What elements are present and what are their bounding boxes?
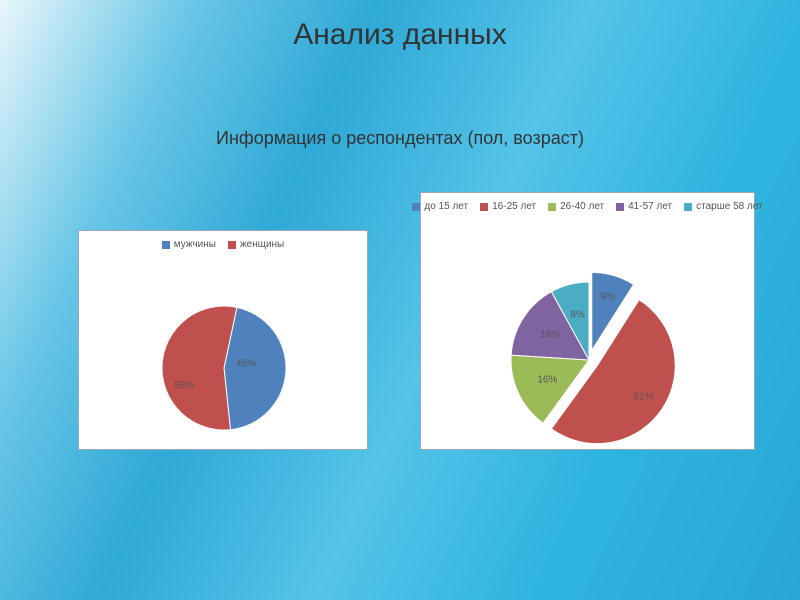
- pie-slice-label: 51%: [634, 392, 654, 403]
- legend-label: женщины: [240, 239, 284, 250]
- legend-swatch: [616, 203, 624, 211]
- pie-slice-label: 16%: [540, 330, 560, 341]
- page-subtitle: Информация о респондентах (пол, возраст): [0, 128, 800, 149]
- legend-item: 16-25 лет: [480, 201, 536, 212]
- pie-slice-label: 9%: [600, 291, 614, 302]
- legend-label: мужчины: [174, 239, 216, 250]
- legend-item: женщины: [228, 239, 284, 250]
- gender-pie: 45% 55%: [79, 250, 367, 444]
- legend-swatch: [548, 203, 556, 211]
- age-pie: 9% 51% 16% 16% 8%: [421, 212, 754, 444]
- slide: Анализ данных Информация о респондентах …: [0, 0, 800, 600]
- legend-label: 41-57 лет: [628, 201, 672, 212]
- legend-swatch: [480, 203, 488, 211]
- legend-item: 26-40 лет: [548, 201, 604, 212]
- gender-chart-legend: мужчины женщины: [79, 231, 367, 250]
- age-pie-svg: [421, 212, 756, 444]
- page-title: Анализ данных: [0, 18, 800, 52]
- legend-swatch: [162, 241, 170, 249]
- legend-label: 16-25 лет: [492, 201, 536, 212]
- pie-slice-label: 45%: [236, 359, 256, 370]
- legend-label: старше 58 лет: [696, 201, 763, 212]
- legend-swatch: [228, 241, 236, 249]
- age-chart-legend: до 15 лет16-25 лет26-40 лет41-57 летстар…: [421, 193, 754, 212]
- legend-item: до 15 лет: [412, 201, 468, 212]
- legend-item: мужчины: [162, 239, 216, 250]
- legend-swatch: [412, 203, 420, 211]
- age-chart-panel: до 15 лет16-25 лет26-40 лет41-57 летстар…: [420, 192, 755, 450]
- gender-pie-svg: [79, 250, 369, 444]
- gender-chart-panel: мужчины женщины 45% 55%: [78, 230, 368, 450]
- pie-slice-label: 16%: [537, 374, 557, 385]
- legend-label: до 15 лет: [424, 201, 468, 212]
- legend-label: 26-40 лет: [560, 201, 604, 212]
- pie-slice-label: 55%: [174, 381, 194, 392]
- legend-swatch: [684, 203, 692, 211]
- pie-slice-label: 8%: [570, 310, 584, 321]
- legend-item: старше 58 лет: [684, 201, 763, 212]
- legend-item: 41-57 лет: [616, 201, 672, 212]
